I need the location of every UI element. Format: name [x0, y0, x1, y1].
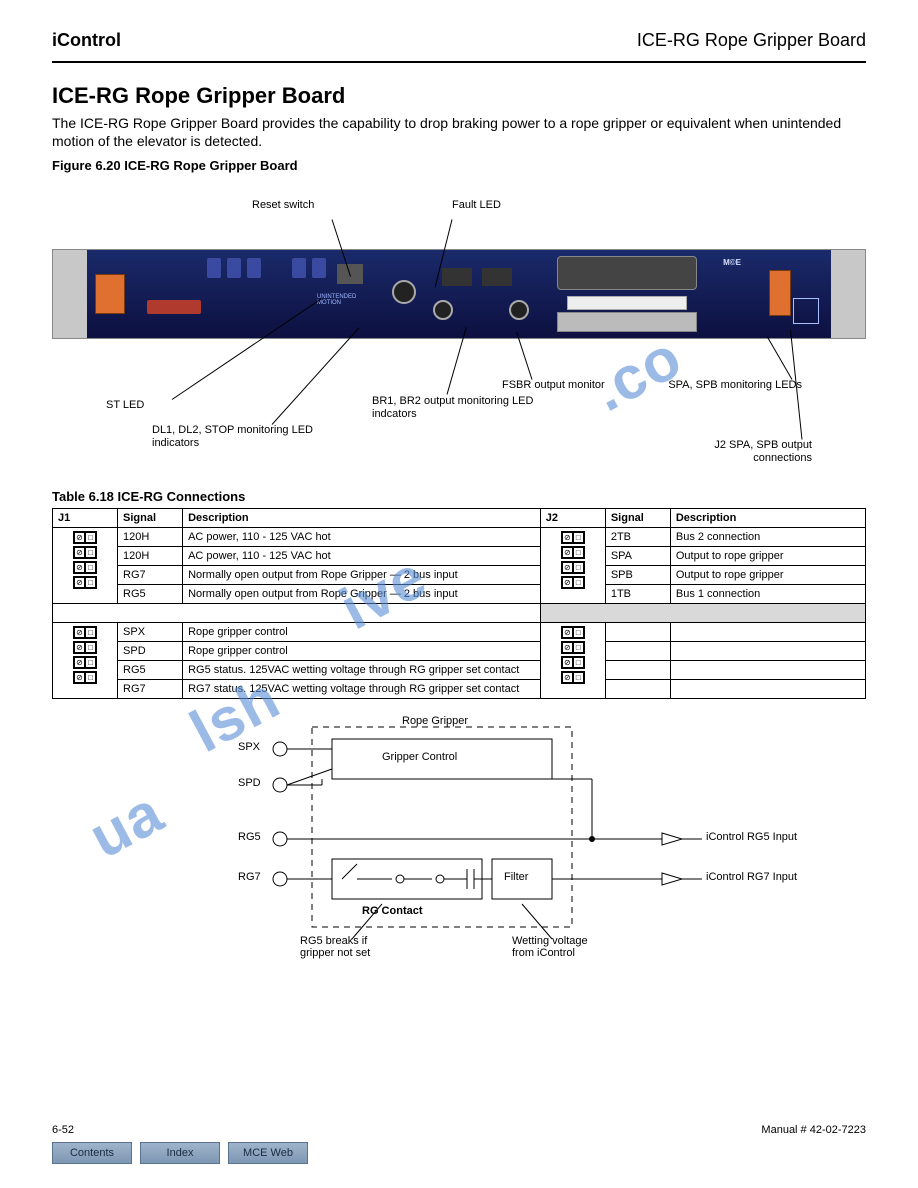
index-button[interactable]: Index: [140, 1142, 220, 1164]
schematic-diagram: SPX SPD RG5 RG7 Gripper Control RG Conta…: [52, 709, 866, 959]
header-section: ICE-RG Rope Gripper Board: [637, 30, 866, 51]
terminal-block-icon: ⊘□⊘□⊘□⊘□: [546, 626, 600, 684]
terminal-spd: SPD: [238, 777, 261, 789]
capacitor-icon: [392, 280, 416, 304]
connector-j2-icon: [769, 270, 791, 316]
terminal-block-icon: ⊘□⊘□⊘□⊘□: [58, 531, 112, 589]
pcb-board: UNINTENDEDMOTION M©E: [52, 249, 866, 339]
terminal-block-icon: ⊘□⊘□⊘□⊘□: [58, 626, 112, 684]
block-gripper-control: Gripper Control: [382, 751, 457, 763]
page-footer: 6-52 Manual # 42-02-7223 Contents Index …: [52, 1124, 866, 1164]
contents-button[interactable]: Contents: [52, 1142, 132, 1164]
mce-web-button[interactable]: MCE Web: [228, 1142, 308, 1164]
page-header: iControl ICE-RG Rope Gripper Board: [52, 30, 866, 51]
note-left: RG5 breaks if gripper not set: [300, 935, 370, 959]
dsub-connector-icon: [557, 256, 697, 290]
th-signal1: Signal: [118, 509, 183, 528]
callout-j2: J2 SPA, SPB output connections: [672, 439, 812, 465]
callout-spa-led: SPA, SPB monitoring LEDs: [642, 379, 802, 392]
callout-br: BR1, BR2 output monitoring LED indcators: [372, 395, 572, 421]
output-rg7: iControl RG7 Input: [706, 871, 797, 883]
page-number: 6-52: [52, 1124, 74, 1136]
board-figure: UNINTENDEDMOTION M©E Reset switch Fault …: [52, 179, 866, 479]
connector-j1-icon: [95, 274, 125, 314]
th-desc1: Description: [183, 509, 541, 528]
connections-table: J1 Signal Description J2 Signal Descript…: [52, 508, 866, 699]
section-title: ICE-RG Rope Gripper Board: [52, 83, 866, 109]
callout-fsbr: FSBR output monitor: [502, 379, 605, 392]
terminal-block-icon: ⊘□⊘□⊘□⊘□: [546, 531, 600, 589]
th-j1: J1: [53, 509, 118, 528]
callout-reset: Reset switch: [252, 199, 314, 212]
header-rule: [52, 61, 866, 63]
section-description: The ICE-RG Rope Gripper Board provides t…: [52, 115, 866, 150]
callout-dl: DL1, DL2, STOP monitoring LED indicators: [152, 424, 362, 450]
th-signal2: Signal: [605, 509, 670, 528]
resistor-icon: [147, 300, 201, 314]
figure-caption: Figure 6.20 ICE-RG Rope Gripper Board: [52, 158, 866, 173]
box-label: Rope Gripper: [402, 715, 468, 727]
callout-fault: Fault LED: [452, 199, 501, 212]
manual-number: Manual # 42-02-7223: [761, 1124, 866, 1136]
terminal-rg7: RG7: [238, 871, 261, 883]
table-header-row: J1 Signal Description J2 Signal Descript…: [53, 509, 866, 528]
output-rg5: iControl RG5 Input: [706, 831, 797, 843]
header-brand: iControl: [52, 30, 121, 51]
callout-st-led: ST LED: [106, 399, 144, 412]
table-caption: Table 6.18 ICE-RG Connections: [52, 489, 866, 504]
note-right: Wetting voltage from iControl: [512, 935, 588, 959]
block-filter: Filter: [504, 871, 528, 883]
th-j2: J2: [540, 509, 605, 528]
th-desc2: Description: [670, 509, 865, 528]
block-rg-contact: RG Contact: [362, 905, 423, 917]
terminal-rg5: RG5: [238, 831, 261, 843]
terminal-spx: SPX: [238, 741, 260, 753]
